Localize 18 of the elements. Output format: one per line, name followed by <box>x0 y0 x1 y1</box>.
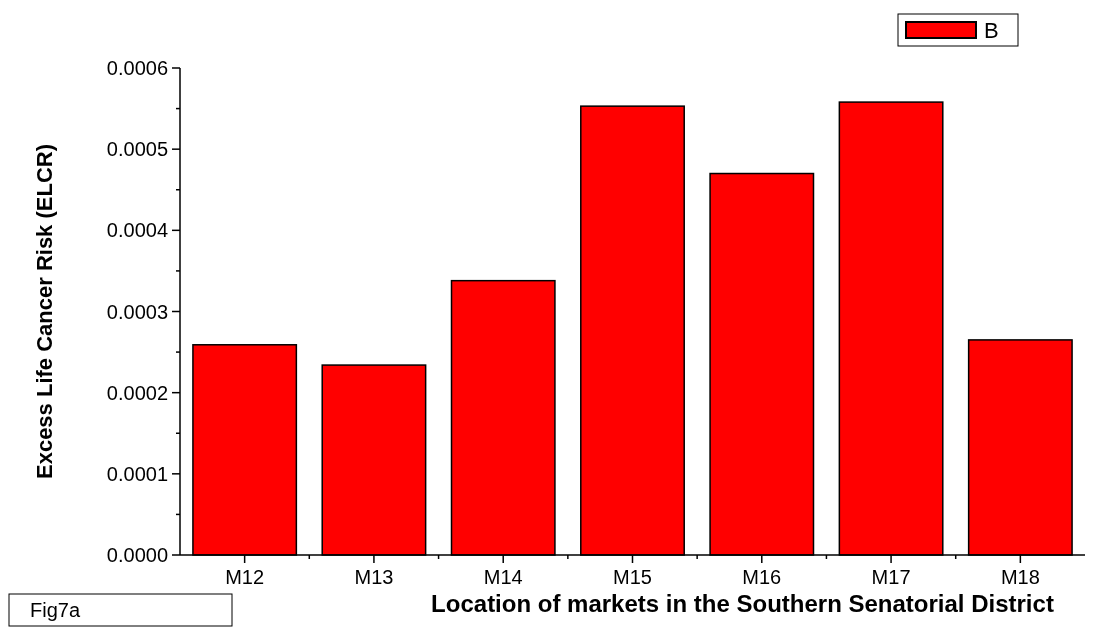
x-tick-label: M14 <box>483 566 523 588</box>
y-tick-label: 0.0006 <box>106 57 168 79</box>
y-axis-title: Excess Life Cancer Risk (ELCR) <box>32 143 57 480</box>
caption: Fig7a <box>30 599 81 621</box>
x-tick-label: M12 <box>225 566 265 588</box>
x-tick-label: M18 <box>1000 566 1040 588</box>
y-tick-label: 0.0000 <box>106 544 168 566</box>
y-tick-label: 0.0004 <box>106 219 168 242</box>
x-tick-label: M15 <box>613 566 652 588</box>
y-tick-label: 0.0005 <box>106 138 168 161</box>
x-tick-label: M13 <box>354 566 394 588</box>
y-tick-label: 0.0002 <box>106 381 168 404</box>
x-tick-label: M16 <box>742 566 782 588</box>
y-tick-label: 0.0003 <box>106 300 168 323</box>
legend-label: B <box>984 18 999 43</box>
x-tick-label: M17 <box>871 566 911 588</box>
x-axis-title: Location of markets in the Southern Senatorial District <box>431 590 1054 617</box>
y-tick-label: 0.0001 <box>106 462 168 485</box>
